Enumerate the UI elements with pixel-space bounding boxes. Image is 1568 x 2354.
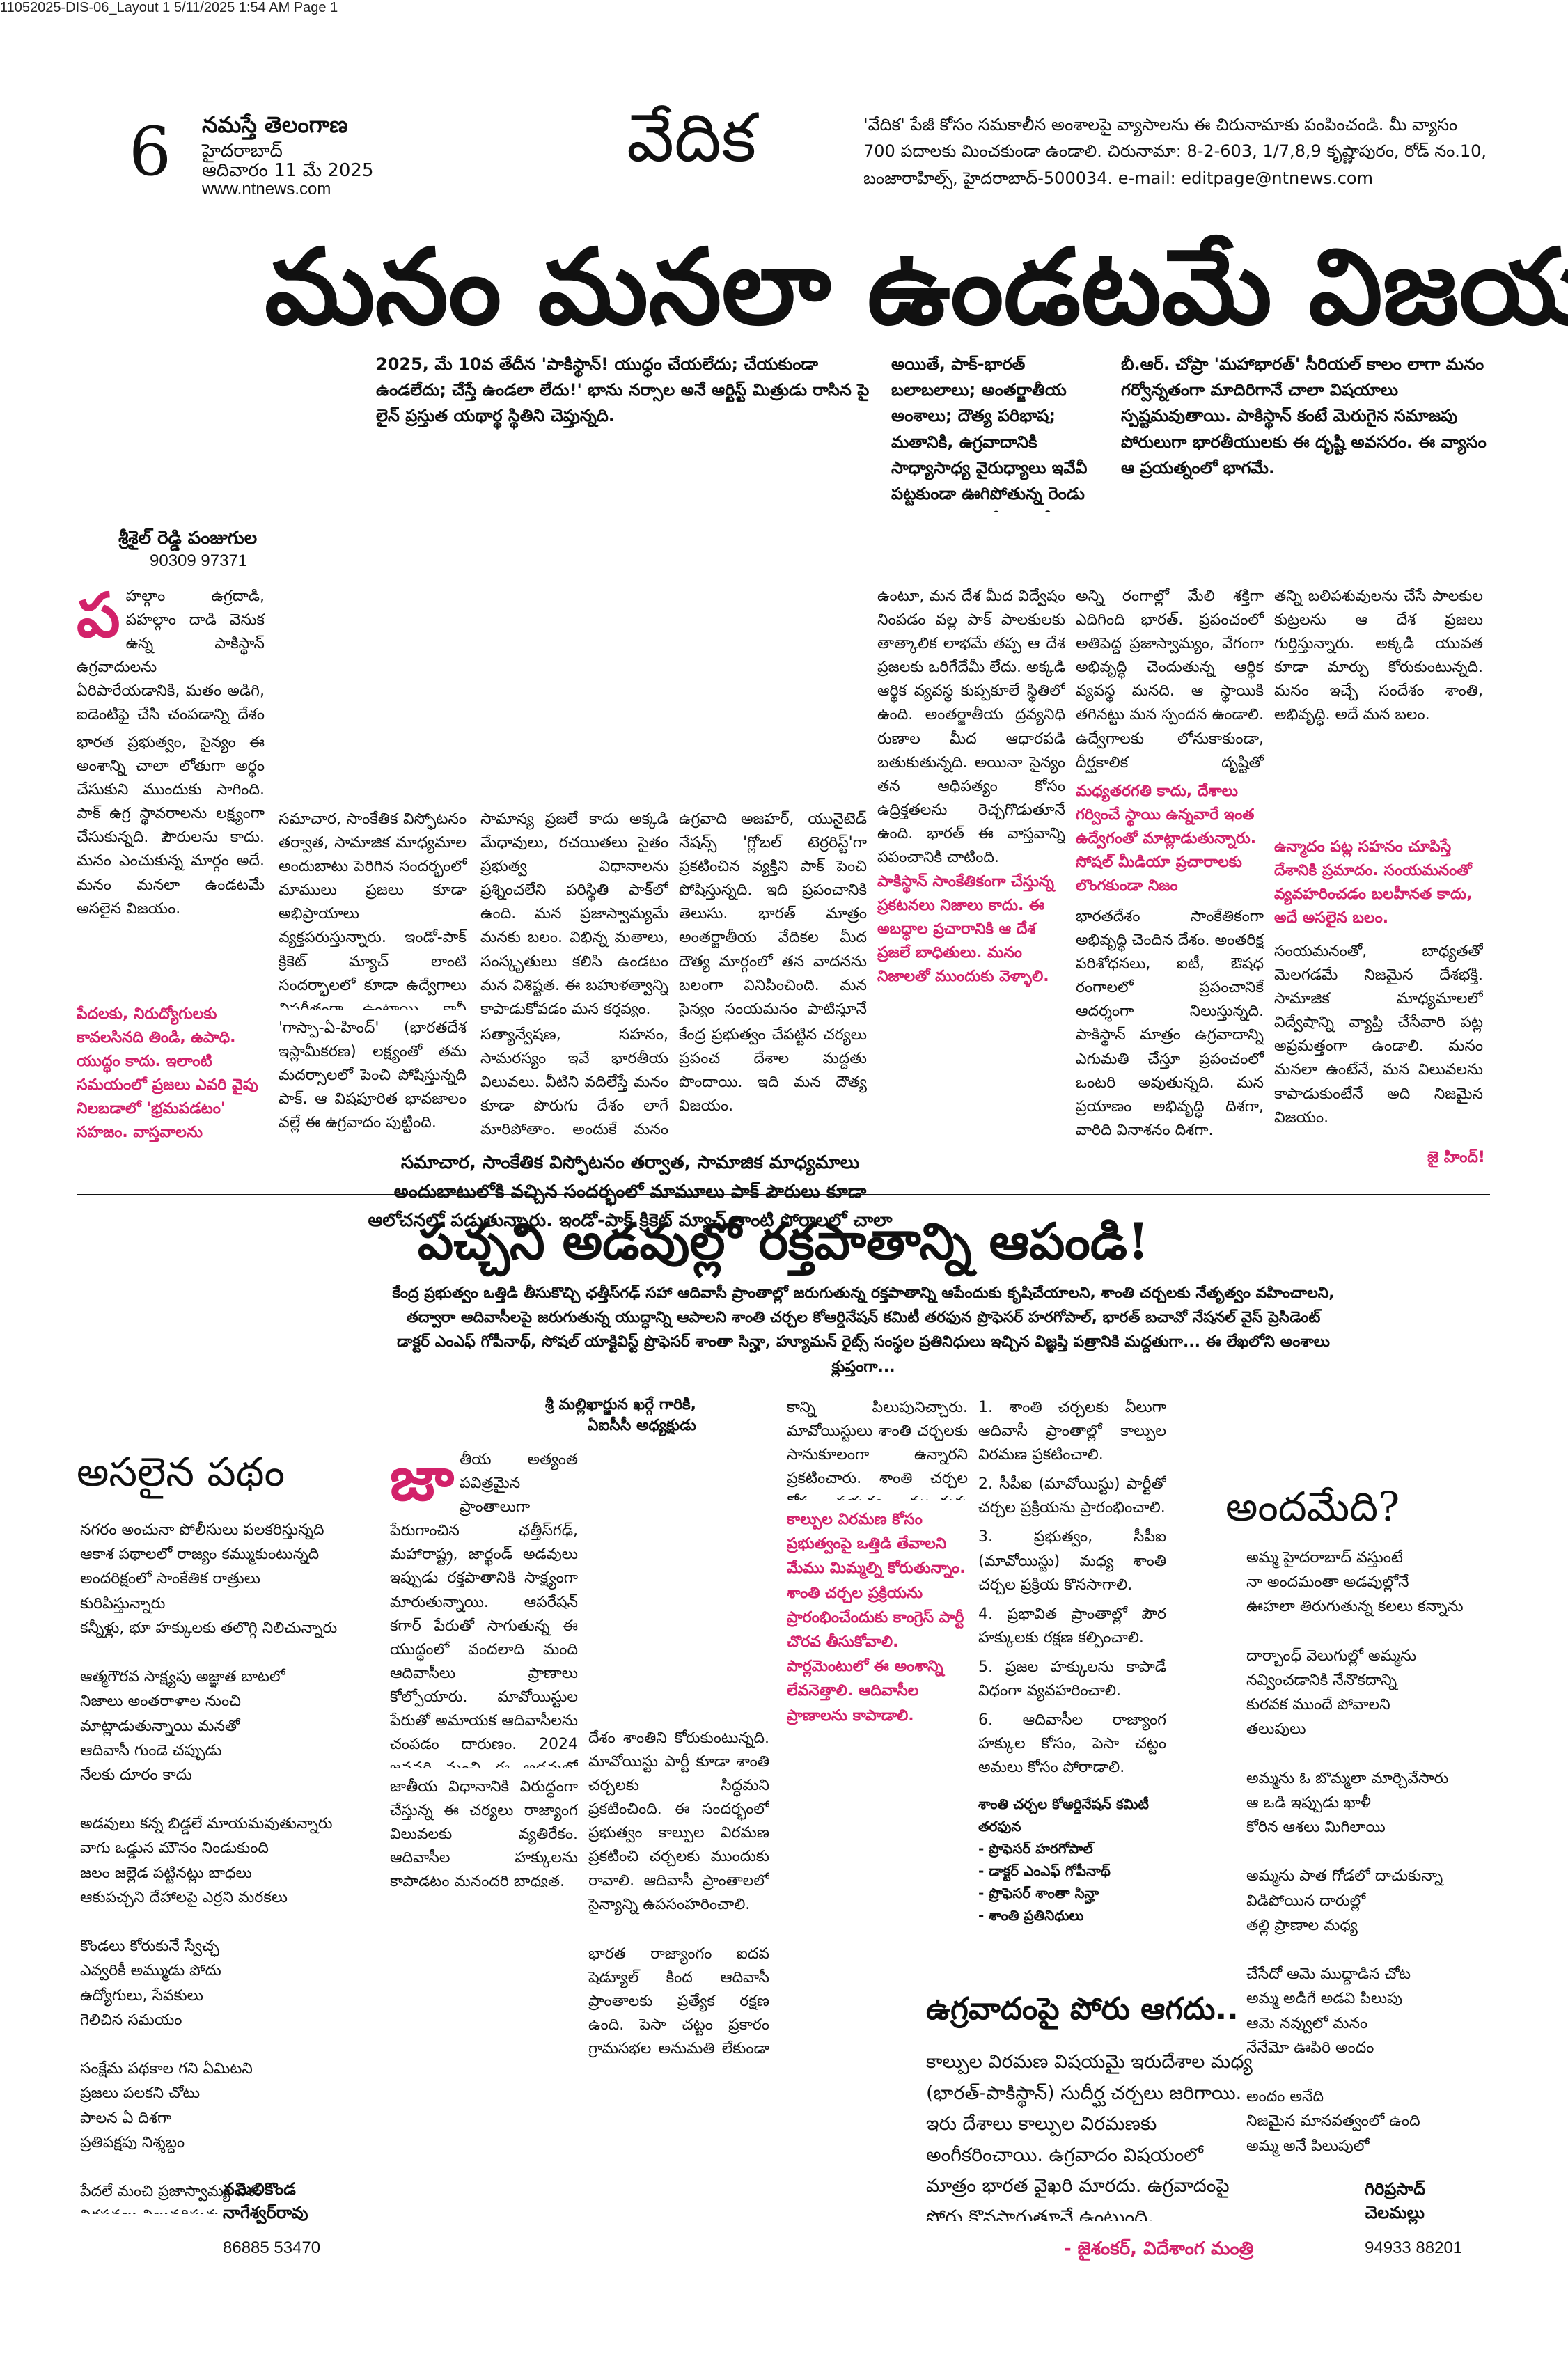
quote-box-body: కాల్పుల విరమణ విషయమై ఇరుదేశాల మధ్య (భారత… — [926, 2051, 1253, 2221]
signoff: జై హింద్! — [1427, 1149, 1485, 1166]
body-column-7: తన్ని బలిపశువులను చేసే పాలకుల కుట్రలను ఆ… — [1274, 588, 1483, 724]
pink-callout-3: మధ్యతరగతి కాదు, దేశాలు గర్వించే స్థాయి ఉ… — [1076, 783, 1257, 895]
poem-right-phone: 94933 88201 — [1365, 2238, 1463, 2257]
pink-callout-4: ఉన్మాదం పట్ల సహనం చూపిస్తే దేశానికి ప్రమ… — [1274, 838, 1473, 927]
body-column-3: సామాన్య ప్రజలే కాదు అక్కడి మేధావులు, రచయ… — [480, 810, 668, 1017]
paper-website[interactable]: www.ntnews.com — [202, 180, 331, 198]
print-slug: 11052025-DIS-06_Layout 1 5/11/2025 1:54 … — [0, 0, 338, 15]
feature-byline: శ్రీ మల్లిఖార్జున ఖర్గే గారికి, ఏఐసీసీ అ… — [544, 1396, 696, 1434]
section-title: వేదిక — [627, 99, 757, 177]
body-text-1: హల్గాం ఉగ్రదాడి, పహల్గాం దాడి వెనుక ఉన్న… — [77, 588, 265, 724]
body-column-1a: ప హల్గాం ఉగ్రదాడి, పహల్గాం దాడి వెనుక ఉన్… — [77, 585, 265, 724]
main-author-name: శ్రీశైల్ రెడ్డి పంజుగుల — [118, 528, 258, 549]
body-column-4b: కేంద్ర ప్రభుత్వం చేపట్టిన చర్యలు ప్రపంచ … — [679, 1026, 867, 1115]
feature-headline: పచ్చని అడవుల్లో రక్తపాతాన్ని ఆపండి! — [418, 1211, 1150, 1271]
pull-quote: సమాచార, సాంకేతిక విస్ఫోటనం తర్వాత, సామాజ… — [368, 1152, 893, 1239]
demand-item: 4. ప్రభావిత ప్రాంతాల్లో పౌర హక్కులకు రక్… — [978, 1605, 1166, 1647]
lede-paragraph-2: అయితే, పాక్-భారత్ బలాబలాలు; అంతర్జాతీయ అ… — [891, 354, 1088, 512]
dropcap-letter: ప — [77, 585, 120, 651]
body-column-1b: భారత ప్రభుత్వం, సైన్యం ఈ అంశాన్ని చాలా ల… — [77, 734, 265, 918]
body-column-3b: సత్యాన్వేషణ, సహనం, సామరస్యం ఇవే భారతీయ వ… — [480, 1026, 668, 1135]
signatories: శాంతి చర్చల కోఆర్డినేషన్ కమిటీ తరఫున - ప… — [978, 1796, 1149, 1924]
demand-item: 3. ప్రభుత్వం, సీపీఐ (మావోయిస్టు) మధ్య శా… — [978, 1528, 1166, 1594]
main-headline: మనం మనలా ఉండటమే విజయం — [265, 226, 1568, 348]
feature-dropcap: జా — [390, 1448, 455, 1514]
feature-col-1b: జాతీయ విధానానికి విరుద్ధంగా చేస్తున్న ఈ … — [390, 1778, 578, 1887]
poem-left-phone: 86885 53470 — [223, 2238, 321, 2257]
lede-paragraph-1: 2025, మే 10వ తేదీన 'పాకిస్థాన్! యుద్ధం చ… — [376, 354, 870, 426]
demand-item: 1. శాంతి చర్చలకు వీలుగా ఆదివాసీ ప్రాంతాల… — [978, 1399, 1166, 1464]
body-column-4: ఉగ్రవాది అజహర్, యునైటెడ్ నేషన్స్ 'గ్లోబల… — [679, 810, 867, 1017]
submission-note: 'వేదిక' పేజీ కోసం సమకాలీన అంశాలపై వ్యాసా… — [863, 115, 1487, 188]
paper-date: ఆదివారం 11 మే 2025 — [202, 160, 374, 181]
feature-pink-block: కాల్పుల విరమణ కోసం ప్రభుత్వంపై ఒత్తిడి త… — [787, 1511, 966, 1725]
demands-list: 1. శాంతి చర్చలకు వీలుగా ఆదివాసీ ప్రాంతాల… — [978, 1396, 1166, 1786]
poem-left-body: నగరం అంచునా పోలీసులు పలకరిస్తున్నది ఆకాశ… — [80, 1521, 338, 2214]
quote-box-attribution: - జైశంకర్, విదేశాంగ మంత్రి — [1063, 2238, 1253, 2259]
poem-right-poet: గిరిప్రసాద్ చెలమల్లు — [1365, 2179, 1425, 2222]
demand-item: 2. సీపీఐ (మావోయిస్టు) పార్టీతో చర్చల ప్ర… — [978, 1475, 1166, 1517]
section-divider — [77, 1194, 1490, 1195]
lede-paragraph-3: బీ.ఆర్. చోప్రా 'మహాభారత్' సీరియల్ కాలం ల… — [1121, 354, 1487, 478]
feature-col-3: కాన్ని పిలుపునిచ్చారు. మావోయిస్టులు శాంత… — [787, 1399, 968, 1500]
body-column-6: అన్ని రంగాల్లో మేలి శక్తిగా ఎదిగింది భార… — [1076, 588, 1264, 771]
poem-left-poet: నమిలికొండ నాగేశ్వర్‌రావు — [223, 2179, 308, 2222]
feature-col-2: దేశం శాంతిని కోరుకుంటున్నది. మావోయిస్టు … — [588, 1729, 769, 1913]
feature-col-2b: భారత రాజ్యాంగం ఐదవ షెడ్యూల్ కింద ఆదివాసీ… — [588, 1945, 769, 2058]
paper-city: హైదరాబాద్ — [202, 141, 283, 162]
poem-left-title: అసలైన పథం — [77, 1448, 285, 1496]
poem-right-title: అందమేది? — [1225, 1483, 1400, 1530]
paper-name: నమస్తే తెలంగాణ — [202, 111, 348, 138]
body-column-7b: సంయమనంతో, బాధ్యతతో మెలగడమే నిజమైన దేశభక్… — [1274, 943, 1483, 1127]
page-number: 6 — [129, 113, 172, 191]
body-column-6b: భారతదేశం సాంకేతికంగా అభివృద్ధి చెందిన దే… — [1076, 908, 1264, 1139]
pink-callout-2: పాకిస్థాన్ సాంకేతికంగా చేస్తున్న ప్రకటనల… — [877, 873, 1054, 986]
quote-box-title: ఉగ్రవాదంపై పోరు ఆగదు.. — [926, 1991, 1239, 2027]
feature-col-1: జా తీయ అత్యంత పవిత్రమైన ప్రాంతాలుగా పేరుగ… — [390, 1448, 578, 1768]
feature-intro: కేంద్ర ప్రభుత్వం ఒత్తిడి తీసుకొచ్చి ఛత్త… — [392, 1285, 1335, 1376]
body-column-5: ఉంటూ, మన దేశ మీద విద్వేషం నింపడం వల్ల పా… — [877, 588, 1065, 863]
demand-item: 6. ఆదివాసీల రాజ్యాంగ హక్కుల కోసం, పెసా చ… — [978, 1711, 1166, 1777]
body-column-2b: 'గాస్పా-ఏ-హింద్' (భారతదేశ ఇస్లామీకరణ) లక… — [279, 1019, 467, 1132]
body-column-2: సమాచార, సాంకేతిక విస్ఫోటనం తర్వాత, సామాజ… — [279, 810, 467, 1010]
demand-item: 5. ప్రజల హక్కులను కాపాడే విధంగా వ్యవహరిం… — [978, 1658, 1166, 1700]
feature-col-1-text: తీయ అత్యంత పవిత్రమైన ప్రాంతాలుగా పేరుగాం… — [390, 1451, 578, 1768]
main-author-phone: 90309 97371 — [150, 551, 248, 570]
poem-right-body: అమ్మ హైదరాబాద్ వస్తుంటే నా అందమంతా అడవుల… — [1246, 1549, 1464, 2155]
pink-callout-1: పేదలకు, నిరుద్యోగులకు కావలసినది తిండి, ఉ… — [77, 1005, 258, 1142]
